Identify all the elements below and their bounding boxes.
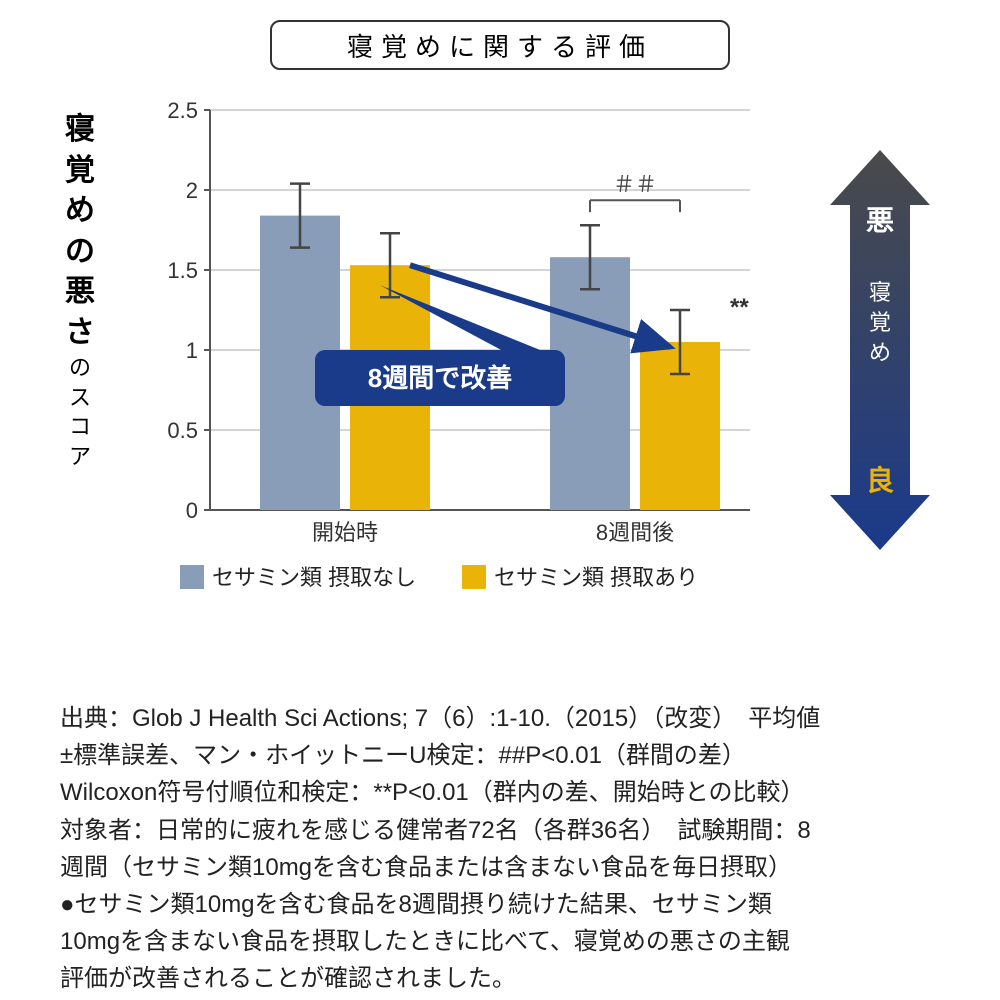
y-tick-label: 1	[186, 338, 198, 363]
gradient-arrow-mid-char: 覚	[869, 310, 891, 335]
significance-star-label: **	[730, 294, 749, 321]
y-tick-label: 1.5	[167, 258, 198, 283]
footnote-line: ±標準誤差、マン・ホイットニーU検定：##P<0.01（群間の差）	[60, 737, 930, 774]
legend-swatch	[180, 565, 204, 589]
footnote-text: 出典：Glob J Health Sci Actions; 7（6）:1-10.…	[60, 700, 930, 998]
y-axis-label-char: コ	[69, 412, 91, 442]
chart-title-box: 寝覚めに関する評価	[270, 20, 730, 70]
y-axis-label-char: 寝	[65, 110, 95, 151]
y-axis-label-char: の	[69, 353, 91, 383]
y-axis-label-char: め	[65, 191, 95, 232]
y-axis-label-char: の	[65, 232, 95, 273]
footnote-line: 出典：Glob J Health Sci Actions; 7（6）:1-10.…	[60, 700, 930, 737]
legend-label: セサミン類 摂取なし	[212, 565, 416, 590]
callout-text: 8週間で改善	[368, 363, 512, 393]
y-axis-label-char: ア	[69, 442, 91, 472]
gradient-arrow-top-label: 悪	[866, 205, 894, 236]
footnote-line: ●セサミン類10mgを含む食品を8週間摂り続けた結果、セサミン類	[60, 886, 930, 923]
y-axis-label: 寝覚めの悪さのスコア	[60, 110, 100, 472]
y-tick-label: 2.5	[167, 98, 198, 123]
footnote-line: 対象者：日常的に疲れを感じる健常者72名（各群36名） 試験期間：8	[60, 812, 930, 849]
y-axis-label-char: 悪	[65, 272, 95, 313]
y-tick-label: 2	[186, 178, 198, 203]
category-label: 開始時	[312, 520, 378, 545]
improvement-arrow	[410, 265, 670, 347]
footnote-line: 週間（セサミン類10mgを含む食品または含まない食品を毎日摂取）	[60, 849, 930, 886]
bar-chart: 00.511.522.5開始時8週間後＃＃**8週間で改善セサミン類 摂取なしセ…	[140, 100, 800, 580]
y-axis-label-char: 覚	[65, 151, 95, 192]
footnote-line: Wilcoxon符号付順位和検定：**P<0.01（群内の差、開始時との比較）	[60, 774, 930, 811]
legend-label: セサミン類 摂取あり	[494, 565, 698, 590]
footnote-line: 10mgを含まない食品を摂取したときに比べて、寝覚めの悪さの主観	[60, 923, 930, 960]
significance-bracket-label: ＃＃	[613, 172, 657, 197]
y-tick-label: 0	[186, 498, 198, 523]
chart-title: 寝覚めに関する評価	[347, 27, 653, 64]
gradient-arrow-bottom-label: 良	[866, 464, 894, 496]
y-axis-label-char: ス	[69, 383, 91, 413]
footnote-line: 評価が改善されることが確認されました。	[60, 960, 930, 997]
y-tick-label: 0.5	[167, 418, 198, 443]
quality-gradient-arrow: 悪寝覚め良	[830, 150, 930, 550]
legend-swatch	[462, 565, 486, 589]
gradient-arrow-mid-char: 寝	[869, 280, 891, 305]
category-label: 8週間後	[596, 520, 674, 545]
y-axis-label-char: さ	[65, 313, 95, 354]
gradient-arrow-mid-char: め	[869, 340, 891, 365]
